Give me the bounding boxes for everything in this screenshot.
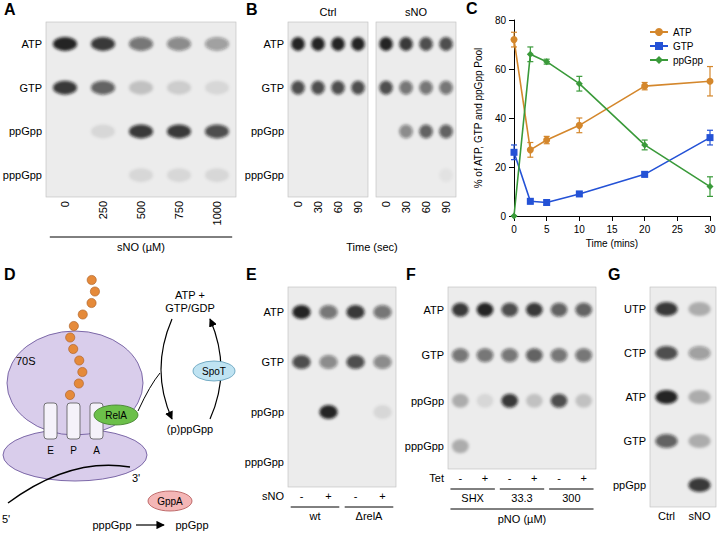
svg-text:ppGpp: ppGpp (251, 125, 284, 137)
svg-text:ATP: ATP (263, 38, 284, 50)
svg-text:33.3: 33.3 (511, 492, 532, 504)
svg-text:30: 30 (400, 201, 412, 213)
svg-text:25: 25 (672, 224, 684, 235)
svg-text:sNO: sNO (405, 6, 427, 18)
svg-text:pppGpp: pppGpp (245, 456, 284, 468)
svg-text:ATP: ATP (21, 38, 42, 50)
svg-text:-: - (458, 472, 462, 484)
svg-text:30: 30 (704, 224, 716, 235)
svg-text:5': 5' (2, 513, 10, 525)
svg-text:GTP: GTP (261, 82, 284, 94)
svg-text:CTP: CTP (624, 347, 646, 359)
svg-text:sNO (µM): sNO (µM) (117, 241, 165, 253)
svg-text:ppGpp: ppGpp (613, 479, 646, 491)
svg-text:+: + (325, 490, 331, 502)
svg-text:3': 3' (132, 472, 140, 484)
svg-text:20: 20 (495, 162, 507, 173)
svg-text:70S: 70S (16, 355, 36, 367)
svg-text:+: + (580, 472, 586, 484)
svg-text:ppGpp: ppGpp (251, 406, 284, 418)
html-text:C: C (466, 0, 478, 17)
svg-text:15: 15 (606, 224, 618, 235)
svg-text:ppGpp: ppGpp (411, 395, 444, 407)
svg-text:ppGpp: ppGpp (673, 55, 703, 66)
svg-text:G: G (608, 266, 620, 283)
svg-text:Tet: Tet (429, 472, 444, 484)
svg-text:GTP/GDP: GTP/GDP (165, 302, 215, 314)
svg-text:pppGpp: pppGpp (245, 169, 284, 181)
svg-text:ATP: ATP (625, 391, 646, 403)
svg-text:40: 40 (495, 113, 507, 124)
svg-text:500: 500 (135, 201, 147, 219)
svg-text:250: 250 (97, 201, 109, 219)
svg-text:90: 90 (440, 201, 452, 213)
svg-text:0: 0 (511, 224, 517, 235)
svg-text:90: 90 (352, 201, 364, 213)
svg-text:ΔrelA: ΔrelA (356, 510, 384, 522)
svg-text:30: 30 (312, 201, 324, 213)
svg-text:-: - (300, 490, 304, 502)
svg-text:ATP: ATP (263, 306, 284, 318)
svg-text:0: 0 (59, 201, 71, 207)
svg-text:ATP: ATP (673, 27, 692, 38)
svg-text:sNO: sNO (689, 510, 711, 522)
svg-text:Time (mins): Time (mins) (586, 238, 638, 249)
svg-text:10: 10 (574, 224, 586, 235)
svg-text:+: + (379, 490, 385, 502)
svg-text:SpoT: SpoT (202, 366, 226, 377)
svg-text:20: 20 (639, 224, 651, 235)
svg-text:1000: 1000 (211, 201, 223, 225)
svg-text:D: D (4, 266, 16, 283)
svg-text:300: 300 (562, 492, 580, 504)
svg-text:-: - (557, 472, 561, 484)
svg-text:GTP: GTP (623, 435, 646, 447)
svg-text:A: A (4, 1, 16, 18)
svg-text:ppGpp: ppGpp (9, 125, 42, 137)
svg-text:+: + (531, 472, 537, 484)
svg-text:UTP: UTP (624, 303, 646, 315)
svg-text:GTP: GTP (19, 82, 42, 94)
svg-text:F: F (406, 266, 416, 283)
svg-text:pppGpp: pppGpp (3, 169, 42, 181)
svg-text:ATP +: ATP + (175, 289, 205, 301)
svg-text:GTP: GTP (421, 349, 444, 361)
svg-text:0: 0 (292, 201, 304, 207)
svg-text:A: A (93, 445, 100, 456)
svg-text:GTP: GTP (261, 356, 284, 368)
svg-text:Ctrl: Ctrl (658, 510, 675, 522)
svg-text:E: E (47, 445, 54, 456)
svg-text:-: - (508, 472, 512, 484)
svg-text:ppGpp: ppGpp (175, 519, 208, 531)
svg-text:P: P (70, 445, 77, 456)
svg-text:750: 750 (173, 201, 185, 219)
svg-text:-: - (354, 490, 358, 502)
svg-text:RelA: RelA (105, 410, 127, 421)
svg-text:pppGpp: pppGpp (405, 440, 444, 452)
svg-text:wt: wt (309, 510, 321, 522)
svg-text:0: 0 (500, 211, 506, 222)
svg-text:GppA: GppA (157, 496, 183, 507)
svg-text:80: 80 (495, 15, 507, 26)
svg-text:B: B (246, 1, 258, 18)
svg-text:GTP: GTP (673, 41, 694, 52)
svg-text:E: E (246, 266, 257, 283)
svg-text:60: 60 (420, 201, 432, 213)
svg-text:% of ATP, GTP and ppGpp Pool: % of ATP, GTP and ppGpp Pool (473, 48, 484, 189)
svg-text:SHX: SHX (461, 492, 484, 504)
svg-text:(p)ppGpp: (p)ppGpp (167, 423, 213, 435)
svg-text:+: + (482, 472, 488, 484)
svg-text:60: 60 (332, 201, 344, 213)
svg-text:60: 60 (495, 64, 507, 75)
svg-text:pNO (µM): pNO (µM) (498, 513, 547, 525)
svg-text:Ctrl: Ctrl (319, 6, 336, 18)
svg-text:ATP: ATP (423, 304, 444, 316)
svg-text:pppGpp: pppGpp (92, 519, 131, 531)
svg-text:Time (sec): Time (sec) (346, 241, 398, 253)
svg-text:0: 0 (380, 201, 392, 207)
svg-text:5: 5 (544, 224, 550, 235)
svg-text:sNO: sNO (262, 490, 284, 502)
